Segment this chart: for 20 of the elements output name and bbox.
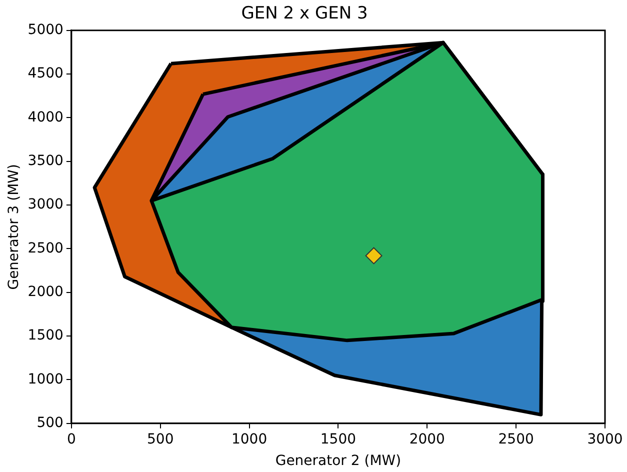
x-tick-label: 2500 bbox=[498, 431, 534, 448]
x-tick-label: 2000 bbox=[409, 431, 445, 448]
x-tick-label: 1000 bbox=[231, 431, 268, 448]
chart-title: GEN 2 x GEN 3 bbox=[241, 4, 368, 24]
y-tick-label: 5000 bbox=[28, 22, 64, 38]
y-tick-label: 500 bbox=[36, 415, 64, 432]
x-tick-label: 500 bbox=[146, 431, 174, 448]
y-tick-label: 3000 bbox=[28, 196, 64, 213]
y-tick-label: 4500 bbox=[28, 66, 64, 82]
y-tick-label: 4000 bbox=[28, 109, 64, 126]
y-tick-label: 3500 bbox=[28, 153, 64, 170]
x-axis-title: Generator 2 (MW) bbox=[275, 453, 402, 470]
x-tick-label: 1500 bbox=[320, 431, 356, 448]
y-tick-label: 1000 bbox=[28, 371, 64, 388]
y-axis-title: Generator 3 (MW) bbox=[6, 164, 22, 290]
y-tick-label: 2000 bbox=[28, 284, 64, 300]
y-tick-label: 1500 bbox=[28, 328, 64, 344]
y-tick-label: 2500 bbox=[28, 240, 64, 256]
x-tick-label: 0 bbox=[66, 431, 76, 448]
x-tick-label: 3000 bbox=[587, 431, 623, 448]
